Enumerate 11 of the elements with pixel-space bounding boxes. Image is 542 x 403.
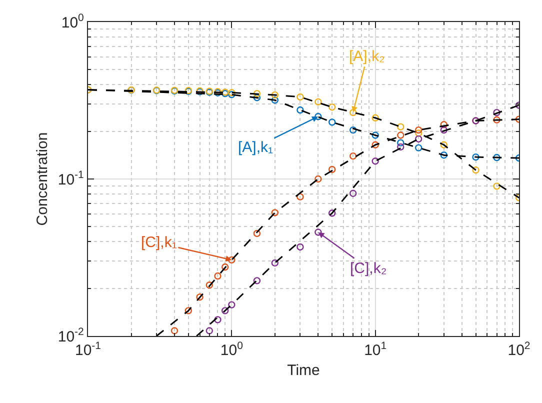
x-tick-label: 10$^{2}$ bbox=[508, 340, 530, 360]
y-tick-label: 10$^{0}$ bbox=[61, 12, 84, 32]
x-tick-label: 10$^{1}$ bbox=[364, 340, 387, 360]
y-axis-title: Concentration bbox=[34, 132, 52, 226]
annotation: [A],k₁ bbox=[238, 139, 274, 156]
annotation: [C],k₁ bbox=[141, 234, 177, 251]
x-tick-label: 10$^{0}$ bbox=[220, 340, 244, 360]
y-tick-label: 10$^{-1}$ bbox=[58, 168, 84, 188]
annotation: [A],k₂ bbox=[349, 48, 386, 65]
x-axis-title: Time bbox=[287, 362, 320, 380]
annotation: [C],k₂ bbox=[350, 260, 387, 277]
